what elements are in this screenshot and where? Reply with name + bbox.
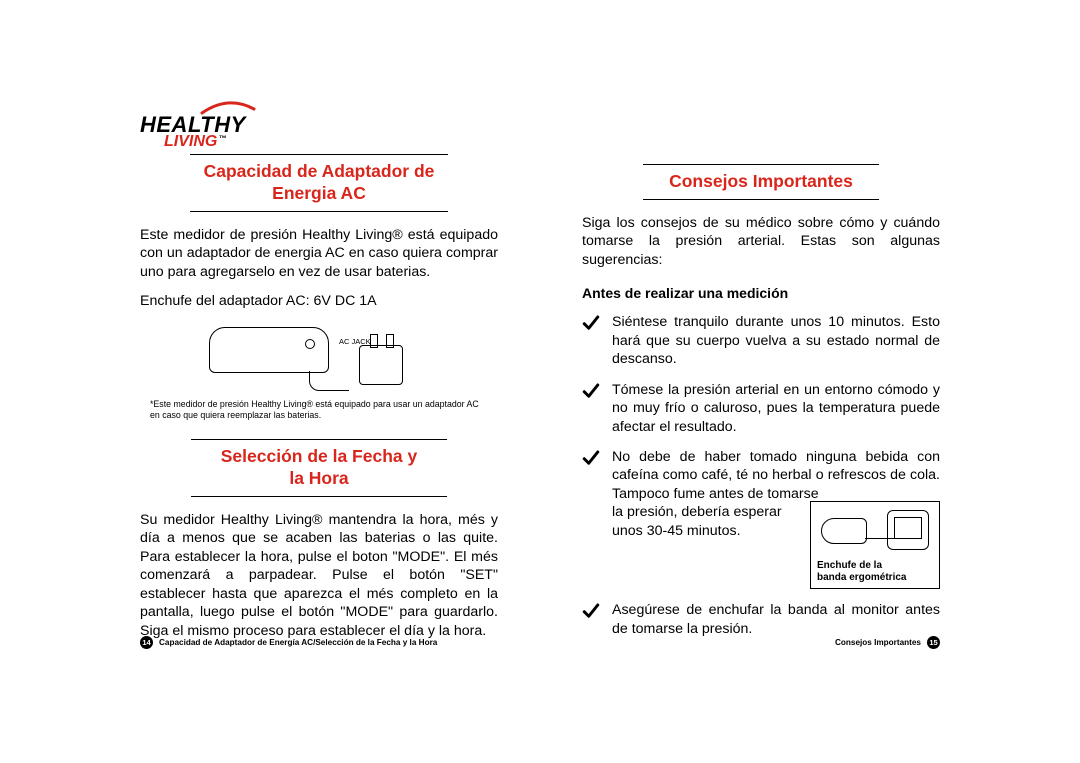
- check-icon: [582, 448, 602, 589]
- tips-subheading: Antes de realizar una medición: [582, 285, 940, 301]
- tip-text-with-figure: No debe de haber tomado ninguna bebida c…: [612, 448, 940, 589]
- cuff-row: la presión, debería esperar unos 30-45 m…: [612, 503, 940, 589]
- tip3-part2: la presión, debería esperar unos 30-45 m…: [612, 503, 796, 540]
- tip-text: Siéntese tranquilo durante unos 10 minut…: [612, 313, 940, 368]
- paragraph-ac: Este medidor de presión Healthy Living® …: [140, 226, 498, 281]
- adapter-disclaimer: *Este medidor de presión Healthy Living®…: [140, 399, 498, 421]
- tip3-part1: No debe de haber tomado ninguna bebida c…: [612, 449, 940, 502]
- cuff-caption-line: Enchufe de la: [817, 560, 882, 571]
- page-number-14: 14: [140, 636, 153, 649]
- check-icon: [582, 381, 602, 436]
- device-outline: [209, 327, 329, 373]
- tip-text: Tómese la presión arterial en un entorno…: [612, 381, 940, 436]
- check-icon: [582, 313, 602, 368]
- footer-text-left: Capacidad de Adaptador de Energía AC/Sel…: [159, 638, 437, 647]
- adapter-spec: Enchufe del adaptador AC: 6V DC 1A: [140, 293, 498, 309]
- footer-text-right: Consejos Importantes: [835, 638, 921, 647]
- section-heading-ac: Capacidad de Adaptador de Energia AC: [190, 154, 449, 212]
- cuff-band: [821, 518, 867, 544]
- footer-right: Consejos Importantes 15: [835, 636, 940, 649]
- heading-wrap-datetime: Selección de la Fecha y la Hora: [140, 439, 498, 497]
- tip-item: No debe de haber tomado ninguna bebida c…: [582, 448, 940, 589]
- paragraph-datetime: Su medidor Healthy Living® mantendra la …: [140, 511, 498, 640]
- heading-line: la Hora: [289, 468, 348, 488]
- brand-logo: HEALTHY LIVING: [140, 100, 256, 149]
- heading-line: Capacidad de Adaptador de: [204, 161, 435, 181]
- tip-item: Tómese la presión arterial en un entorno…: [582, 381, 940, 436]
- adapter-illustration: AC JACK: [189, 319, 449, 393]
- adapter-wire: [309, 371, 349, 391]
- cuff-caption: Enchufe de la banda ergométrica: [817, 560, 933, 584]
- cuff-monitor: [887, 510, 929, 550]
- heading-line: Energia AC: [272, 183, 366, 203]
- cuff-illustration: [817, 508, 933, 556]
- heading-line: Selección de la Fecha y: [221, 446, 417, 466]
- tips-intro: Siga los consejos de su médico sobre cóm…: [582, 214, 940, 269]
- tip-item: Siéntese tranquilo durante unos 10 minut…: [582, 313, 940, 368]
- section-heading-datetime: Selección de la Fecha y la Hora: [191, 439, 447, 497]
- logo-text-healthy: HEALTHY: [140, 115, 256, 135]
- page-15: Consejos Importantes Siga los consejos d…: [540, 0, 1080, 763]
- page-number-15: 15: [927, 636, 940, 649]
- page-14: HEALTHY LIVING Capacidad de Adaptador de…: [0, 0, 540, 763]
- heading-wrap-tips: Consejos Importantes: [582, 164, 940, 200]
- check-icon: [582, 601, 602, 638]
- footer-left: 14 Capacidad de Adaptador de Energía AC/…: [140, 636, 437, 649]
- cuff-figure: Enchufe de la banda ergométrica: [810, 501, 940, 589]
- tip-text: Asegúrese de enchufar la banda al monito…: [612, 601, 940, 638]
- heading-wrap-ac: Capacidad de Adaptador de Energia AC: [140, 154, 498, 212]
- cuff-caption-line: banda ergométrica: [817, 572, 906, 583]
- wall-plug: [359, 345, 403, 385]
- section-heading-tips: Consejos Importantes: [643, 164, 879, 200]
- tip-item: Asegúrese de enchufar la banda al monito…: [582, 601, 940, 638]
- page-spread: HEALTHY LIVING Capacidad de Adaptador de…: [0, 0, 1080, 763]
